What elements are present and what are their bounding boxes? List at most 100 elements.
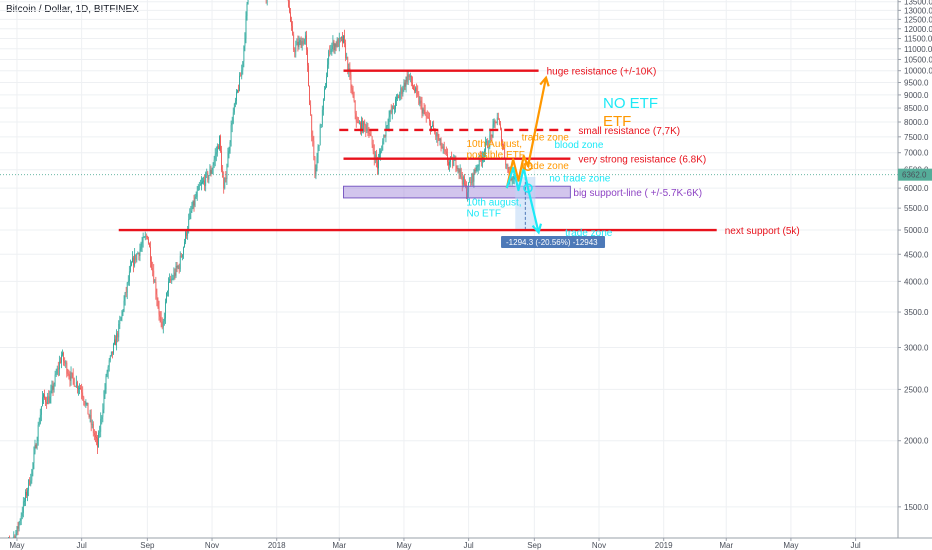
candle-body [114, 339, 115, 344]
candle-body [420, 100, 422, 103]
candle [21, 506, 23, 520]
candle-body [319, 124, 321, 146]
candle-body [490, 134, 492, 136]
candle-body [229, 142, 231, 151]
candle-body [332, 41, 334, 46]
candle [58, 355, 60, 376]
candle [381, 145, 383, 154]
candle-body [460, 169, 462, 177]
candle-body [448, 162, 449, 166]
candle [174, 268, 176, 280]
candle-body [378, 158, 379, 169]
x-tick-label: May [783, 541, 798, 550]
candle-body [233, 103, 235, 113]
candle [108, 357, 110, 372]
candle [444, 149, 446, 155]
candle [494, 119, 496, 129]
candle-body [198, 185, 200, 187]
candle [292, 21, 294, 36]
candle-body [142, 237, 144, 244]
candle-body [160, 316, 162, 323]
x-tick-label: Nov [205, 541, 219, 550]
candle-body [92, 424, 94, 434]
candle-body [419, 100, 421, 104]
candle-body [377, 161, 378, 169]
y-tick-label: 10000.0 [904, 67, 932, 76]
candle [458, 168, 460, 180]
candle-body [234, 100, 236, 104]
candle [16, 526, 18, 536]
candle-body [493, 121, 495, 125]
candle-body [14, 536, 16, 538]
candle [355, 110, 357, 128]
candle [154, 279, 156, 283]
candle [103, 390, 105, 414]
candle [187, 225, 189, 240]
candle [360, 121, 361, 135]
candle [204, 174, 206, 191]
candle-body [414, 89, 415, 92]
candle-body [422, 109, 424, 114]
candle-body [381, 150, 383, 152]
candle [90, 409, 92, 432]
candle-body [379, 154, 380, 159]
candle-body [124, 292, 126, 301]
annotation-blood-zone: blood zone [554, 140, 603, 151]
candle-body [96, 437, 97, 439]
candle-body [429, 118, 430, 121]
candle-body [471, 174, 473, 184]
candle-body [242, 61, 244, 71]
candle [186, 230, 187, 239]
candle [511, 176, 513, 186]
candle-body [95, 435, 96, 438]
candle [215, 146, 217, 162]
candle-body [206, 172, 208, 174]
candle [502, 139, 503, 151]
candle [95, 430, 96, 443]
no-etf-label-line2: No ETF [466, 209, 500, 220]
candle-body [459, 169, 461, 173]
candle [91, 419, 93, 429]
candle [135, 254, 137, 264]
candle-body [225, 177, 227, 180]
candle [470, 177, 472, 187]
candle [49, 390, 51, 404]
candle [156, 288, 158, 307]
candle-body [30, 480, 32, 485]
candle-body [432, 124, 433, 127]
candle-body [325, 87, 326, 89]
y-tick-label: 13500.0 [904, 0, 932, 7]
candle [334, 43, 336, 55]
candle-body [458, 168, 460, 173]
candle-body [329, 51, 331, 53]
candle-body [197, 186, 199, 191]
candle-body [158, 306, 160, 315]
candle-body [49, 396, 51, 404]
candle-body [512, 178, 514, 180]
x-tick-label: Sep [527, 541, 542, 550]
candle [293, 31, 295, 53]
candle [119, 315, 121, 330]
candle [422, 107, 424, 117]
candle [132, 251, 133, 263]
candle [324, 85, 325, 101]
candle [393, 105, 395, 115]
candle-body [38, 423, 40, 426]
candle [425, 111, 427, 123]
candle [167, 290, 168, 297]
candle-body [387, 124, 389, 126]
candle-body [437, 133, 439, 140]
candle [490, 130, 492, 141]
candle [310, 100, 312, 116]
candle [117, 331, 119, 343]
candle [391, 105, 393, 120]
candle [124, 291, 126, 306]
candle [223, 171, 225, 194]
candle [100, 412, 102, 438]
candle-body [120, 317, 122, 321]
candle [236, 89, 237, 105]
candle-body [138, 252, 140, 257]
candle [289, 0, 290, 14]
